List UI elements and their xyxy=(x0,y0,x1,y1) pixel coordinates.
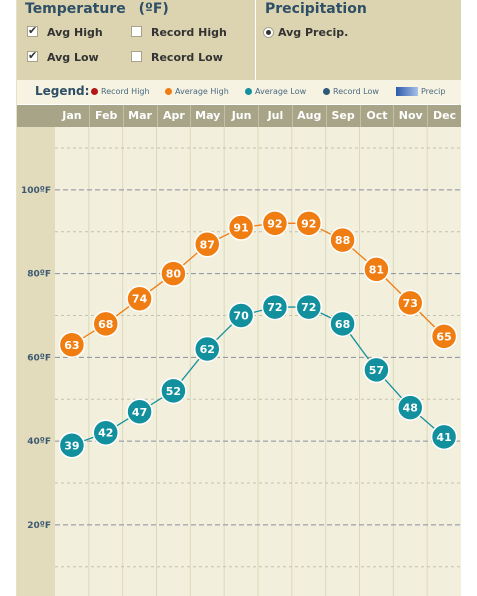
avg-low-value-label: 52 xyxy=(166,385,181,398)
avg-high-label: Avg High xyxy=(47,26,103,39)
avg-high-value-label: 65 xyxy=(436,330,451,343)
y-axis-background xyxy=(17,127,55,596)
avg-low-point-jun xyxy=(227,302,255,329)
avg-low-check-box[interactable] xyxy=(27,49,38,63)
avg-high-value-label: 68 xyxy=(98,318,113,331)
average-low-dot-icon xyxy=(245,88,252,95)
avg-high-point-jul xyxy=(261,210,289,237)
y-tick-label: 80ºF xyxy=(27,270,51,280)
temperature-section: Temperature (ºF) Avg High Record High Av… xyxy=(17,0,256,80)
avg-low-point-nov xyxy=(397,394,424,421)
legend-label: Precip xyxy=(421,87,446,96)
y-tick-label: 40ºF xyxy=(27,437,51,447)
avg-low-label: Avg Low xyxy=(47,51,99,64)
precipitation-title: Precipitation xyxy=(265,1,367,17)
temperature-title: Temperature (ºF) xyxy=(25,1,169,17)
legend-bar: Legend: Record High Average High Average… xyxy=(17,80,461,104)
month-label-jan: Jan xyxy=(62,109,82,122)
month-label-jun: Jun xyxy=(224,105,258,127)
weather-chart-widget: Temperature (ºF) Avg High Record High Av… xyxy=(16,0,461,596)
month-label-aug: Aug xyxy=(291,105,326,127)
avg-high-value-label: 92 xyxy=(301,217,316,230)
month-label-apr: Apr xyxy=(156,105,191,127)
month-label-nov: Nov xyxy=(393,105,427,127)
record-low-dot-icon xyxy=(323,88,330,95)
avg-low-point-sep xyxy=(329,310,356,338)
avg-high-point-mar xyxy=(126,285,153,312)
avg-low-point-jan xyxy=(58,432,86,459)
legend-label: Average Low xyxy=(255,87,307,96)
avg-high-point-jan xyxy=(58,331,86,358)
month-header: Jan Feb Mar Apr May Jun Jul Aug Sep Oct Nov Dec xyxy=(17,105,461,127)
legend-label: Record Low xyxy=(333,87,379,96)
record-high-dot-icon xyxy=(91,88,98,95)
avg-high-point-apr xyxy=(160,260,187,287)
month-label-sep: Sep xyxy=(325,105,360,127)
month-label-feb: Feb xyxy=(88,105,123,127)
avg-low-point-mar xyxy=(126,398,153,425)
avg-low-value-label: 41 xyxy=(436,431,451,444)
avg-high-point-jun xyxy=(227,214,255,241)
avg-low-point-may xyxy=(194,335,221,363)
avg-low-point-oct xyxy=(363,356,390,384)
avg-low-point-apr xyxy=(160,377,187,405)
legend-title: Legend: xyxy=(35,84,90,98)
record-high-label: Record High xyxy=(151,26,227,39)
avg-high-value-label: 63 xyxy=(64,339,79,352)
avg-low-value-label: 47 xyxy=(132,406,147,419)
avg-precip-radio-button[interactable] xyxy=(263,27,274,38)
control-panel: Temperature (ºF) Avg High Record High Av… xyxy=(17,0,461,80)
legend-label: Record High xyxy=(101,87,150,96)
avg-low-value-label: 62 xyxy=(200,343,215,356)
avg-high-value-label: 73 xyxy=(403,297,418,310)
avg-low-value-label: 39 xyxy=(64,439,79,452)
avg-high-check-box[interactable] xyxy=(27,24,38,38)
avg-low-value-label: 68 xyxy=(335,318,350,331)
avg-high-value-label: 81 xyxy=(369,263,384,276)
month-label-jul: Jul xyxy=(258,105,292,127)
y-tick-label: 60ºF xyxy=(27,353,51,363)
avg-high-point-feb xyxy=(92,310,119,338)
avg-high-point-may xyxy=(194,231,221,258)
avg-high-value-label: 80 xyxy=(166,268,182,281)
avg-low-point-jul xyxy=(261,293,289,321)
avg-low-point-aug xyxy=(295,293,322,321)
avg-high-point-aug xyxy=(295,210,322,237)
record-low-label: Record Low xyxy=(151,51,223,64)
avg-high-value-label: 91 xyxy=(233,222,248,235)
temperature-chart: 20ºF 40ºF 60ºF 80ºF 100ºF 63 68 74 80 87 91 92 92 88 8… xyxy=(17,127,461,596)
y-tick-label: 100ºF xyxy=(21,186,51,196)
avg-low-value-label: 48 xyxy=(403,402,418,415)
avg-low-value-label: 72 xyxy=(301,301,316,314)
avg-low-value-label: 72 xyxy=(267,301,282,314)
avg-high-point-oct xyxy=(363,256,390,283)
month-label-may: May xyxy=(190,105,224,127)
legend-label: Average High xyxy=(175,87,229,96)
month-label-dec: Dec xyxy=(427,105,461,127)
avg-high-value-label: 92 xyxy=(267,217,282,230)
temperature-unit: (ºF) xyxy=(138,1,169,17)
avg-high-point-sep xyxy=(329,226,356,254)
y-tick-label: 20ºF xyxy=(27,521,51,531)
record-low-check-box[interactable] xyxy=(131,51,142,62)
average-high-dot-icon xyxy=(165,88,172,95)
avg-high-point-nov xyxy=(397,289,424,317)
avg-low-value-label: 57 xyxy=(369,364,384,377)
avg-precip-label: Avg Precip. xyxy=(278,26,349,39)
precipitation-section: Precipitation Avg Precip. xyxy=(257,0,461,80)
avg-low-point-feb xyxy=(92,419,119,446)
avg-low-value-label: 42 xyxy=(98,427,113,440)
month-label-mar: Mar xyxy=(122,105,157,127)
avg-low-point-dec xyxy=(430,423,458,451)
precip-swatch-icon xyxy=(396,87,418,96)
avg-high-point-dec xyxy=(430,323,458,350)
record-high-check-box[interactable] xyxy=(131,26,142,37)
month-label-oct: Oct xyxy=(359,105,394,127)
avg-high-value-label: 74 xyxy=(132,293,148,306)
avg-high-value-label: 88 xyxy=(335,234,350,247)
temperature-title-text: Temperature xyxy=(25,1,126,17)
avg-low-value-label: 70 xyxy=(233,309,249,322)
avg-high-value-label: 87 xyxy=(200,238,215,251)
